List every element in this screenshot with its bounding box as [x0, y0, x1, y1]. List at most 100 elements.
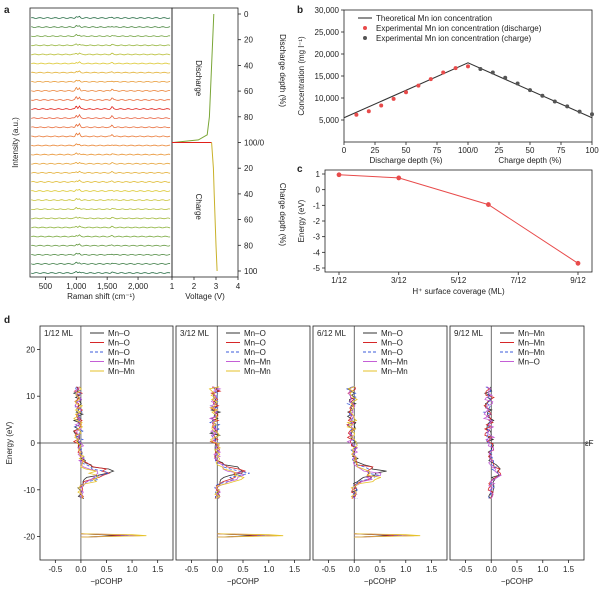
b-xtick-label: 0 [342, 146, 347, 155]
legend-charge: Experimental Mn ion concentration (charg… [376, 34, 532, 43]
depth-tick-label: 40 [244, 190, 253, 199]
d-xtick-label: 0.0 [349, 565, 361, 574]
charge-point [577, 109, 582, 114]
raman-spectrum [31, 225, 171, 229]
d-xlabel: −pCOHP [364, 577, 396, 586]
depth-tick-label: 0 [244, 10, 249, 19]
c-ytick-label: -4 [313, 248, 321, 257]
cohp-deep-curve [80, 533, 147, 538]
cohp-legend-label: Mn–O [108, 348, 130, 357]
c-xtick-label: 1/12 [331, 276, 347, 285]
discharge-point [404, 90, 408, 95]
d-xlabel: −pCOHP [90, 577, 122, 586]
d-xtick-label: -0.5 [48, 565, 62, 574]
d-xtick-label: 0.0 [486, 565, 498, 574]
raman-spectrum [31, 143, 171, 147]
cohp-legend-label: Mn–O [518, 358, 540, 367]
d-xlabel: −pCOHP [501, 577, 533, 586]
d-ylabel: Energy (eV) [5, 421, 14, 464]
c-ytick-label: -5 [313, 264, 321, 273]
c-ytick-label: -2 [313, 217, 321, 226]
b-xtick-label: 75 [557, 146, 566, 155]
b-xtick-label: 75 [433, 146, 442, 155]
cohp-curve [483, 386, 502, 499]
b-xtick-label: 100 [585, 146, 599, 155]
b-xlabel-left: Discharge depth (%) [370, 156, 443, 165]
d-xtick-label: 0.5 [101, 565, 113, 574]
d-xtick-label: 1.0 [127, 565, 139, 574]
b-ytick-label: 15,000 [315, 72, 340, 81]
charge-point [515, 81, 520, 86]
d-xtick-label: 1.0 [537, 565, 549, 574]
c-xtick-label: 5/12 [451, 276, 467, 285]
panel-c-letter: c [297, 164, 303, 175]
legend-discharge-swatch [363, 26, 367, 30]
b-xtick-label: 100/0 [458, 146, 479, 155]
raman-tick-label: 2,000 [128, 282, 149, 291]
cohp-deep-curve [217, 533, 284, 538]
discharge-point [428, 77, 433, 82]
charge-point [490, 70, 495, 75]
c-ytick-label: 0 [316, 186, 321, 195]
cohp-curve [346, 386, 387, 499]
c-ytick-label: 1 [316, 170, 321, 179]
cohp-curve [346, 386, 382, 499]
d-xtick-label: 1.5 [563, 565, 575, 574]
d-xtick-label: -0.5 [185, 565, 199, 574]
cohp-legend-label: Mn–Mn [381, 358, 408, 367]
raman-xlabel: Raman shift (cm⁻¹) [67, 292, 135, 301]
raman-spectrum [31, 86, 171, 92]
discharge-point [466, 64, 470, 69]
d-xtick-label: 1.5 [152, 565, 164, 574]
b-xtick-label: 25 [495, 146, 504, 155]
b-ytick-label: 5,000 [319, 116, 340, 125]
raman-spectrum [31, 234, 171, 238]
raman-spectrum [31, 261, 171, 265]
d-xtick-label: 0.0 [212, 565, 224, 574]
c-ylabel: Energy (eV) [297, 199, 306, 242]
raman-spectrum [31, 216, 171, 220]
depth-tick-label: 80 [244, 241, 253, 250]
raman-tick-label: 1,000 [66, 282, 87, 291]
d-ytick-label: 0 [31, 439, 36, 448]
charge-point [478, 66, 483, 71]
raman-spectrum [31, 113, 171, 120]
raman-spectrum [31, 52, 171, 56]
cohp-title: 9/12 ML [454, 329, 483, 338]
raman-spectrum [31, 243, 171, 247]
cohp-title: 6/12 ML [317, 329, 346, 338]
raman-spectrum [31, 152, 171, 156]
panel-d-letter: d [4, 315, 10, 326]
raman-tick-label: 1,500 [97, 282, 118, 291]
raman-spectrum [31, 188, 171, 192]
voltage-xlabel: Voltage (V) [185, 292, 225, 301]
fermi-label: εF [585, 439, 594, 448]
charge-curve [211, 142, 218, 272]
panel-c: c 1 0 -1 -2 -3 -4 -5 1/12 3/12 5/12 7/12 9/12 H⁺ surf… [297, 164, 593, 296]
discharge-curve [173, 13, 215, 143]
depth-tick-label: 80 [244, 113, 253, 122]
charge-point [540, 93, 545, 98]
raman-spectrum [31, 162, 171, 165]
d-xtick-label: 0.0 [75, 565, 87, 574]
discharge-point [441, 70, 446, 75]
depth-tick-label: 20 [244, 164, 253, 173]
d-ytick-label: 10 [26, 392, 35, 401]
cohp-curve [72, 386, 115, 499]
cohp-curve [73, 386, 99, 499]
raman-spectrum [31, 198, 171, 201]
raman-tick-label: 500 [39, 282, 53, 291]
raman-spectrum [31, 207, 171, 210]
legend-discharge: Experimental Mn ion concentration (disch… [376, 24, 542, 33]
discharge-text: Discharge [194, 60, 203, 97]
d-xtick-label: 1.0 [263, 565, 275, 574]
discharge-point [366, 109, 371, 114]
depth-tick-label: 40 [244, 61, 253, 70]
cohp-legend-label: Mn–Mn [244, 367, 271, 376]
depth-tick-label: 20 [244, 36, 253, 45]
depth-label-bottom: Charge depth (%) [278, 183, 287, 246]
cohp-legend-label: Mn–Mn [108, 358, 135, 367]
